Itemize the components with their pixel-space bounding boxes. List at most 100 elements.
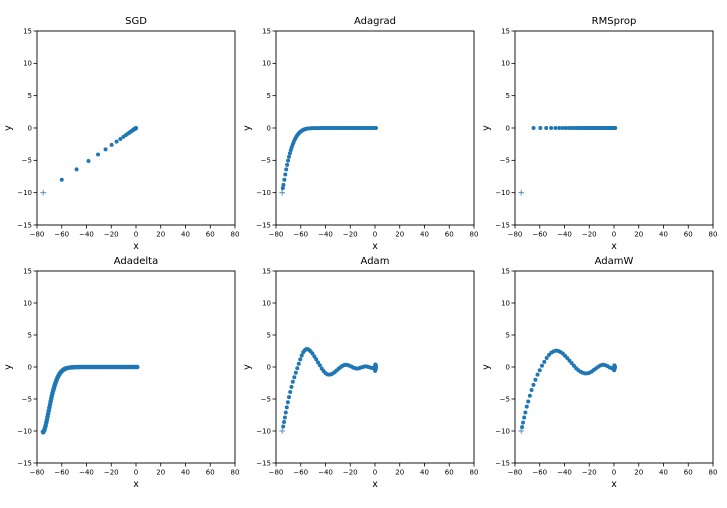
x-tick-label: 0	[612, 231, 616, 239]
x-tick-label: 80	[709, 231, 718, 239]
x-tick-label: −60	[54, 231, 69, 239]
x-tick-label: −20	[582, 469, 597, 477]
start-point-plus-marker	[518, 428, 524, 434]
x-tick-label: −60	[532, 231, 547, 239]
y-tick-label: −10	[17, 427, 32, 435]
y-tick-label: −5	[500, 157, 510, 165]
x-tick-label: 60	[206, 469, 215, 477]
data-point	[284, 167, 289, 172]
data-point	[523, 410, 528, 415]
data-point	[286, 154, 291, 159]
trajectory-points	[520, 348, 617, 430]
y-tick-label: 15	[262, 27, 271, 35]
data-point	[295, 366, 300, 371]
x-axis-label: x	[133, 479, 139, 490]
subplot-title: RMSprop	[592, 16, 637, 27]
x-tick-label: 40	[181, 231, 190, 239]
y-tick-label: −15	[256, 221, 271, 229]
x-tick-label: −40	[318, 231, 333, 239]
data-point	[549, 126, 554, 130]
data-point	[521, 420, 526, 425]
y-tick-label: 0	[267, 124, 271, 132]
subplot-title: Adam	[361, 256, 390, 267]
data-point	[520, 425, 525, 430]
y-tick-label: −5	[22, 395, 32, 403]
y-tick-label: −15	[256, 459, 271, 467]
y-tick-label: −10	[495, 189, 510, 197]
y-tick-label: −5	[261, 157, 271, 165]
data-point	[285, 400, 290, 405]
trajectory-points	[40, 364, 140, 435]
y-tick-label: −5	[22, 157, 32, 165]
x-tick-label: 0	[612, 469, 616, 477]
data-point	[86, 158, 91, 163]
data-point	[539, 363, 544, 368]
x-tick-label: −20	[582, 231, 597, 239]
x-tick-label: −60	[532, 469, 547, 477]
data-point	[74, 167, 79, 172]
data-point	[284, 405, 289, 410]
trajectory-points	[531, 126, 618, 130]
y-tick-label: 5	[267, 92, 271, 100]
x-tick-label: 80	[231, 469, 240, 477]
data-point	[96, 152, 101, 157]
x-tick-label: −80	[508, 231, 523, 239]
subplot-title: Adadelta	[114, 256, 158, 267]
data-point	[531, 382, 536, 387]
y-tick-label: −15	[17, 459, 32, 467]
data-point	[134, 364, 140, 370]
x-tick-label: −80	[269, 231, 284, 239]
x-tick-label: −40	[318, 469, 333, 477]
data-point	[544, 126, 549, 130]
data-point	[283, 172, 288, 177]
trajectory-points	[59, 126, 138, 182]
x-tick-label: 20	[156, 231, 165, 239]
data-point	[282, 415, 287, 420]
x-tick-label: 20	[395, 469, 404, 477]
data-point	[522, 415, 527, 420]
y-tick-label: 0	[28, 124, 32, 132]
data-point	[557, 126, 562, 130]
y-tick-label: 0	[267, 363, 271, 371]
x-tick-label: 40	[659, 231, 668, 239]
data-point	[533, 377, 538, 382]
data-point	[118, 136, 123, 141]
data-point	[317, 363, 322, 368]
y-tick-label: −10	[256, 427, 271, 435]
x-tick-label: −80	[269, 469, 284, 477]
x-tick-label: −20	[104, 469, 119, 477]
y-tick-label: 15	[23, 27, 32, 35]
x-tick-label: −40	[557, 469, 572, 477]
y-tick-label: −10	[495, 427, 510, 435]
trajectory-points	[281, 347, 378, 429]
x-axis-label: x	[611, 479, 617, 490]
x-tick-label: 20	[634, 231, 643, 239]
x-tick-label: −40	[79, 469, 94, 477]
data-point	[281, 424, 286, 429]
x-tick-label: 40	[420, 469, 429, 477]
data-point	[553, 126, 558, 130]
data-point	[314, 357, 319, 362]
data-point	[285, 162, 290, 167]
data-point	[312, 354, 317, 359]
data-point	[524, 404, 529, 409]
y-tick-label: 0	[506, 363, 510, 371]
start-point-plus-marker	[518, 189, 524, 196]
x-tick-label: 60	[445, 469, 454, 477]
y-axis-label: y	[481, 364, 492, 370]
data-point	[281, 182, 286, 187]
data-point	[316, 360, 321, 365]
subplot-title: AdamW	[595, 256, 634, 267]
y-tick-label: −10	[17, 189, 32, 197]
subplot-adadelta: −80 −60 −40 −20 0 20 40 60 80 −15 −10 −5 0 5 10 15 Adade…	[3, 256, 239, 490]
y-axis-label: y	[3, 364, 14, 370]
data-point	[529, 388, 534, 393]
subplot-adamw: −80 −60 −40 −20 0 20 40 60 80 −15 −10 −5 0 5 10 15 AdamW…	[481, 256, 717, 490]
x-tick-label: 80	[470, 469, 479, 477]
data-point	[535, 372, 540, 377]
x-tick-label: 20	[395, 231, 404, 239]
subplot-adam: −80 −60 −40 −20 0 20 40 60 80 −15 −10 −5 0 5 10 15 Adam x…	[242, 256, 478, 490]
data-point	[280, 186, 285, 191]
y-axis-label: y	[481, 125, 492, 131]
